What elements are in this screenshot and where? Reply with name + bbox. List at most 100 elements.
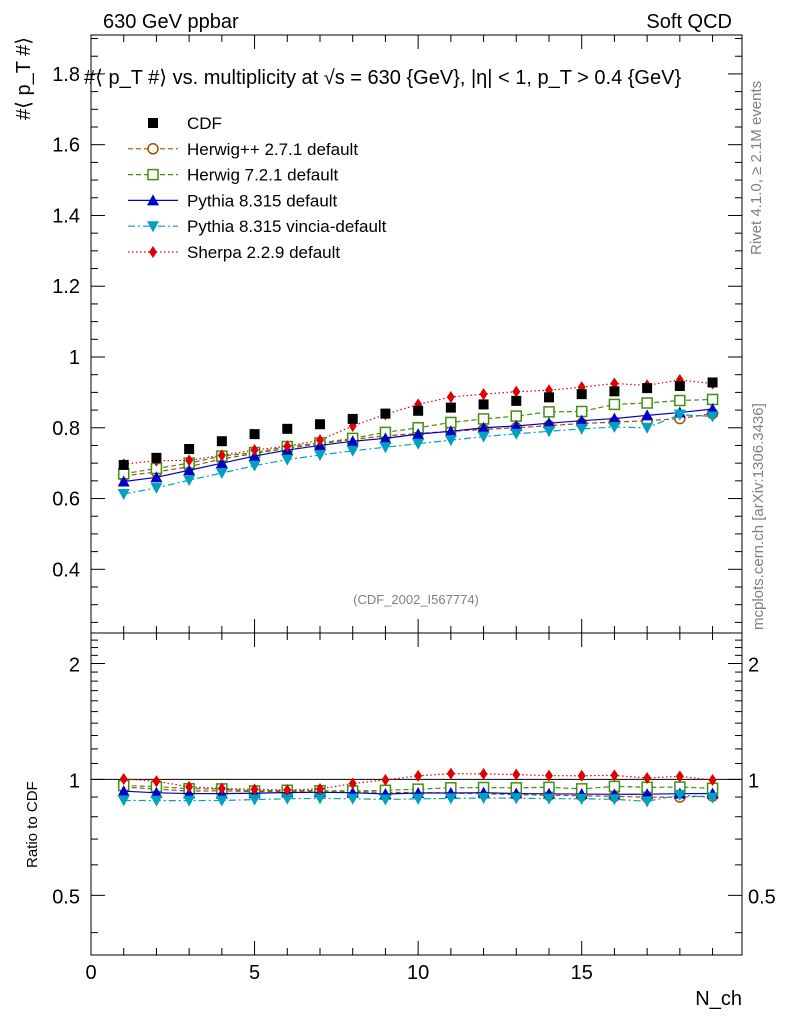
data-point bbox=[313, 450, 326, 462]
x-tick-label: 10 bbox=[407, 962, 429, 984]
ratio-point bbox=[641, 796, 654, 808]
data-point bbox=[575, 414, 588, 426]
data-point bbox=[706, 393, 719, 406]
ratio-plot-frame bbox=[90, 632, 743, 956]
ratio-tick-label: 1 bbox=[69, 770, 80, 792]
x-tick-label: 0 bbox=[85, 962, 96, 984]
ratio-point bbox=[544, 769, 553, 782]
data-point bbox=[117, 488, 130, 500]
x-tick-label: 15 bbox=[571, 962, 593, 984]
data-point bbox=[215, 457, 228, 469]
chart-title: #⟨ p_T #⟩ vs. multiplicity at √s = 630 {… bbox=[84, 67, 681, 89]
ratio-point bbox=[217, 782, 226, 795]
mcplots-label: mcplots.cern.ch [arXiv:1306.3436] bbox=[750, 403, 767, 630]
y-tick-label: 0.6 bbox=[52, 489, 80, 511]
ratio-point bbox=[708, 773, 717, 786]
legend-entry: Herwig 7.2.1 default bbox=[187, 166, 338, 185]
data-point bbox=[543, 392, 554, 403]
data-point bbox=[576, 389, 587, 400]
legend-marker bbox=[147, 143, 159, 155]
data-point bbox=[283, 440, 292, 453]
data-point bbox=[608, 398, 621, 411]
ratio-y-axis-label: Ratio to CDF bbox=[24, 781, 41, 868]
data-point bbox=[444, 435, 457, 447]
data-point bbox=[249, 429, 260, 440]
ratio-point bbox=[381, 773, 390, 786]
legend-marker bbox=[147, 194, 159, 206]
legend-marker bbox=[147, 221, 159, 233]
data-point bbox=[282, 423, 293, 434]
ratio-point bbox=[414, 769, 423, 782]
ratio-point bbox=[477, 792, 490, 804]
legend-marker bbox=[148, 118, 158, 128]
ratio-tick-label: 2 bbox=[69, 654, 80, 676]
data-point bbox=[706, 411, 719, 423]
data-point bbox=[608, 412, 621, 424]
ratio-point bbox=[673, 789, 686, 801]
data-point bbox=[510, 420, 523, 431]
ratio-series-pythia-8-315-vincia-default bbox=[117, 789, 719, 808]
y-tick-label: 0.8 bbox=[52, 418, 80, 440]
data-point bbox=[216, 436, 227, 447]
ratio-point bbox=[479, 767, 488, 780]
ratio-series-layer bbox=[117, 767, 719, 808]
data-point bbox=[346, 435, 359, 447]
ratio-point bbox=[150, 795, 163, 807]
data-point bbox=[446, 390, 455, 403]
data-point bbox=[674, 381, 685, 392]
ratio-point bbox=[152, 775, 161, 788]
ratio-point bbox=[379, 794, 392, 806]
data-point bbox=[183, 464, 196, 476]
header-left: 630 GeV ppbar bbox=[103, 11, 239, 33]
data-point bbox=[444, 425, 457, 437]
ratio-tick-label-right: 2 bbox=[748, 654, 759, 676]
data-point bbox=[346, 445, 359, 457]
data-point bbox=[314, 419, 325, 430]
data-point bbox=[215, 468, 228, 480]
data-point bbox=[183, 475, 196, 487]
ratio-point bbox=[348, 777, 357, 790]
data-point bbox=[609, 386, 620, 397]
data-point bbox=[380, 408, 391, 419]
data-point bbox=[641, 409, 654, 421]
data-point bbox=[150, 471, 163, 483]
legend-marker bbox=[147, 168, 159, 181]
y-tick-label: 1.6 bbox=[52, 135, 80, 157]
data-point bbox=[674, 394, 686, 407]
legend-entry: Pythia 8.315 default bbox=[187, 191, 338, 210]
data-point bbox=[413, 405, 424, 416]
data-point bbox=[118, 459, 129, 470]
ratio-point bbox=[643, 771, 652, 784]
data-point bbox=[641, 422, 654, 434]
legend-entry: Pythia 8.315 vincia-default bbox=[187, 217, 387, 236]
ratio-point bbox=[119, 772, 128, 785]
ratio-point bbox=[281, 793, 294, 805]
rivet-label: Rivet 4.1.0, ≥ 2.1M events bbox=[748, 81, 765, 255]
x-tick-label: 5 bbox=[249, 962, 260, 984]
ratio-tick-label-right: 1 bbox=[748, 770, 759, 792]
y-axis-label: #⟨ p_T #⟩ bbox=[13, 37, 35, 120]
ratio-point bbox=[250, 783, 259, 796]
analysis-tag: (CDF_2002_I567774) bbox=[353, 592, 479, 607]
data-point bbox=[642, 383, 653, 394]
ratio-point bbox=[215, 795, 228, 807]
data-point bbox=[445, 402, 456, 413]
ratio-point bbox=[150, 786, 163, 798]
ratio-tick-label-right: 0.5 bbox=[748, 886, 776, 908]
data-point bbox=[707, 377, 718, 388]
main-series-layer bbox=[117, 374, 719, 500]
main-axis-ticks: 0.4 0.6 0.8 1 1.2 1.4 1.6 1.8 bbox=[52, 35, 742, 633]
legend-entry: CDF bbox=[187, 114, 222, 133]
ratio-point bbox=[577, 769, 586, 782]
data-point bbox=[117, 475, 130, 487]
data-point bbox=[673, 409, 686, 421]
x-axis-label: N_ch bbox=[695, 988, 742, 1010]
ratio-point bbox=[706, 792, 719, 804]
legend-entry: Sherpa 2.2.9 default bbox=[187, 243, 340, 262]
data-point bbox=[185, 454, 194, 467]
ratio-point bbox=[346, 793, 359, 805]
legend-marker bbox=[149, 246, 157, 258]
legend: CDF Herwig++ 2.7.1 default Herwig 7.2.1 de… bbox=[128, 114, 387, 262]
ratio-point bbox=[542, 793, 555, 805]
